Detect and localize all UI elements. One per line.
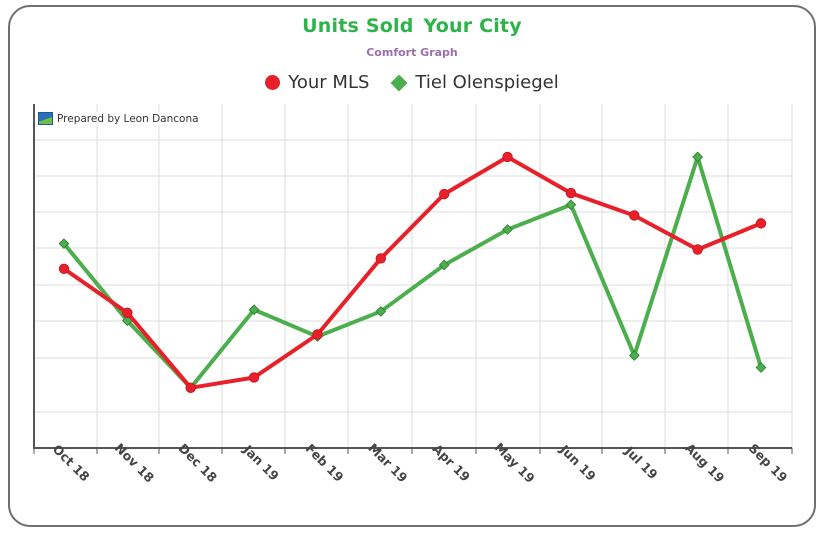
data-point-your-mls <box>565 187 577 199</box>
x-tick-label: Nov 18 <box>112 440 157 485</box>
chart-axes <box>33 104 793 454</box>
data-point-tiel-olenspiegel <box>438 259 450 271</box>
prepared-by-text: Prepared by Leon Dancona <box>57 112 199 125</box>
data-point-your-mls <box>185 382 196 394</box>
data-point-your-mls <box>58 263 70 274</box>
chart-legend: Your MLS Tiel Olenspiegel <box>0 72 824 93</box>
legend-label-tiel-olenspiegel: Tiel Olenspiegel <box>415 72 559 93</box>
data-point-your-mls <box>629 210 640 221</box>
data-point-your-mls <box>375 253 387 264</box>
data-point-your-mls <box>312 329 323 340</box>
series-line-your-mls <box>62 154 763 390</box>
data-point-tiel-olenspiegel <box>248 304 260 316</box>
data-point-your-mls <box>692 244 703 255</box>
data-point-tiel-olenspiegel <box>58 238 70 250</box>
data-point-tiel-olenspiegel <box>692 151 704 163</box>
data-point-your-mls <box>248 372 260 383</box>
data-point-your-mls <box>438 188 450 200</box>
x-tick-label: May 19 <box>492 440 538 486</box>
data-point-tiel-olenspiegel <box>375 306 387 317</box>
x-tick-labels: Oct 18 Nov 18 Dec 18 Jan 19 Feb 19 Mar 19 Apr … <box>50 440 791 486</box>
data-point-tiel-olenspiegel <box>565 199 577 211</box>
chart-title-part2: Your City <box>423 15 522 37</box>
chart-title: Units Sold Your City <box>0 15 824 37</box>
legend-item-your-mls[interactable]: Your MLS <box>265 72 369 93</box>
legend-label-your-mls: Your MLS <box>288 72 370 93</box>
grid-lines <box>34 104 793 448</box>
chart-title-part1: Units Sold <box>302 15 414 37</box>
chart-subtitle: Comfort Graph <box>366 46 458 59</box>
x-tick-label: Aug 19 <box>682 440 727 485</box>
data-point-tiel-olenspiegel <box>755 362 767 373</box>
data-point-tiel-olenspiegel <box>502 224 513 235</box>
circle-marker-icon <box>265 75 281 90</box>
chart-series <box>58 151 767 394</box>
legend-item-tiel-olenspiegel[interactable]: Tiel Olenspiegel <box>390 72 559 93</box>
logo-icon <box>38 112 53 125</box>
data-point-tiel-olenspiegel <box>628 350 640 361</box>
data-point-your-mls <box>122 307 133 319</box>
data-point-your-mls <box>502 151 513 163</box>
prepared-by-credit: Prepared by Leon Dancona <box>38 112 201 125</box>
data-point-your-mls <box>755 218 767 229</box>
